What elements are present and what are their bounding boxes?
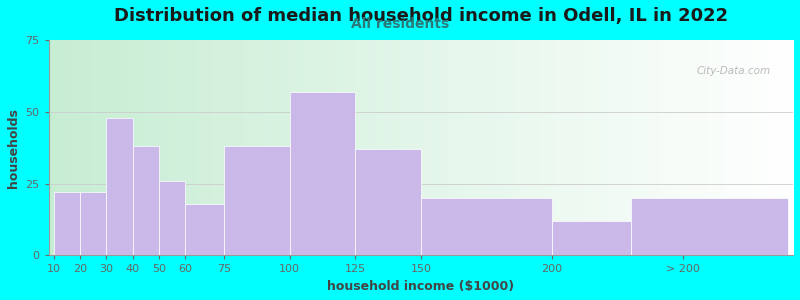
Bar (290, 92, 355, 256)
Bar (80, 192, 106, 256)
Y-axis label: households: households (7, 108, 20, 188)
Title: Distribution of median household income in Odell, IL in 2022: Distribution of median household income … (114, 7, 728, 25)
Bar (106, 118, 133, 256)
Bar (158, 181, 185, 256)
Bar (185, 204, 224, 256)
X-axis label: household income ($1000): household income ($1000) (327, 280, 514, 293)
Bar (421, 198, 552, 256)
Bar (630, 198, 788, 256)
Bar (224, 146, 290, 256)
Bar (54, 192, 80, 256)
Text: All residents: All residents (351, 17, 449, 32)
Bar (355, 149, 421, 256)
Bar (552, 221, 630, 256)
Bar (133, 146, 158, 256)
Text: City-Data.com: City-Data.com (697, 66, 770, 76)
